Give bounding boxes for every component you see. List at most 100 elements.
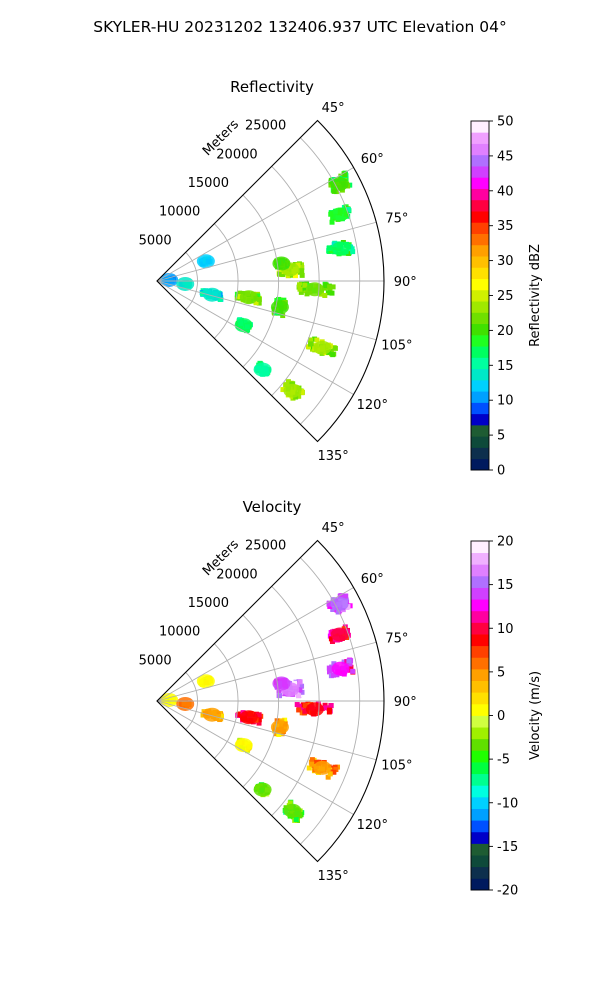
echo-gate: [329, 638, 335, 644]
azimuth-tick-label: 90°: [394, 695, 417, 710]
azimuth-tick-label: 45°: [322, 101, 345, 116]
azimuth-spoke: [156, 700, 354, 815]
echo-core: [196, 674, 215, 689]
colorbar-segment: [471, 312, 489, 325]
radial-tick-label: 5000: [139, 233, 172, 248]
echo-gate: [256, 720, 262, 726]
colorbar-tick-label: 45: [497, 149, 514, 164]
echo-cell: [272, 256, 291, 271]
colorbar-tick-label: 0: [497, 464, 505, 479]
echo-core: [283, 383, 302, 398]
sector-outline: [156, 119, 385, 443]
echo-gate: [280, 387, 286, 393]
echo-gate: [328, 703, 334, 709]
echo-core: [330, 627, 349, 642]
echo-core: [330, 596, 349, 611]
echo-cell: [282, 799, 305, 823]
echo-gate: [256, 300, 262, 306]
echo-gate: [331, 661, 337, 667]
colorbar-segment: [471, 587, 489, 600]
echo-gate: [253, 300, 259, 306]
echo-cell: [272, 676, 291, 691]
echo-cell: [176, 696, 195, 711]
echo-gate: [326, 665, 332, 671]
colorbar-tick-label: 5: [497, 429, 505, 444]
echo-gate: [323, 283, 329, 289]
echo-gate: [322, 292, 328, 298]
echo-gate: [297, 813, 303, 819]
echo-gate: [299, 268, 305, 274]
echo-cell: [200, 707, 224, 723]
colorbar-tick-label: 35: [497, 219, 514, 234]
colorbar-segment: [471, 634, 489, 647]
colorbar-segment: [471, 334, 489, 347]
echo-cell: [235, 710, 264, 726]
echo-core: [313, 340, 332, 355]
echo-gate: [322, 702, 328, 708]
reflectivity-colorbar: 0 5 10 15 20 25 30 35 40 45 50 Reflectivity dBZ: [470, 115, 543, 479]
echo-gate: [328, 248, 334, 254]
echo-gate: [296, 707, 302, 713]
echo-cell: [305, 336, 338, 358]
echo-gate: [329, 219, 335, 225]
echo-gate: [256, 712, 262, 718]
echo-cell: [328, 204, 352, 225]
colorbar-segment: [471, 323, 489, 336]
echo-gate: [327, 284, 333, 290]
colorbar-segment: [471, 436, 489, 448]
radial-tick-label: 15000: [188, 596, 229, 611]
colorbar-segment: [471, 657, 489, 670]
echo-gate: [299, 683, 305, 689]
colorbar-tick-label: 40: [497, 184, 514, 199]
figure-title: SKYLER-HU 20231202 132406.937 UTC Elevat…: [93, 18, 507, 36]
echo-gate: [333, 766, 339, 772]
echo-gate: [199, 291, 205, 297]
colorbar-segment: [471, 447, 489, 460]
azimuth-spoke: [156, 167, 354, 282]
colorbar-segment: [471, 222, 489, 234]
colorbar-label: Reflectivity dBZ: [528, 244, 543, 347]
echo-gate: [218, 294, 224, 300]
echo-core: [234, 318, 253, 333]
echo-core: [330, 207, 349, 222]
echo-gate: [331, 769, 337, 775]
colorbar-segment: [471, 808, 489, 821]
colorbar-segment: [471, 564, 489, 577]
colorbar-tick-label: 5: [497, 665, 505, 680]
velocity-colorbar: -20 -15 -10 -5 0 5 10 15 20 Velocity (m/s): [470, 535, 543, 899]
colorbar-segment: [471, 402, 489, 415]
echo-gate: [282, 717, 288, 723]
echo-gate: [325, 290, 331, 296]
colorbar-segment: [471, 575, 489, 588]
reflectivity-title: Reflectivity: [230, 78, 314, 96]
colorbar-segment: [471, 738, 489, 751]
echo-gate: [328, 211, 334, 217]
colorbar-segment: [471, 166, 489, 178]
colorbar-segment: [471, 773, 489, 786]
echo-gate: [335, 609, 341, 615]
echo-gate: [338, 593, 344, 599]
colorbar-segment: [471, 154, 489, 167]
echo-cell: [196, 254, 215, 269]
echo-gate: [345, 207, 351, 213]
echo-gate: [327, 633, 333, 639]
colorbar-segment: [471, 668, 489, 681]
colorbar-tick-label: 25: [497, 289, 514, 304]
colorbar-segment: [471, 132, 489, 144]
colorbar-segment: [471, 177, 489, 189]
echo-gate: [293, 816, 299, 822]
colorbar-segment: [471, 379, 489, 392]
echo-core: [305, 282, 324, 297]
echo-gate: [306, 765, 312, 771]
reflectivity-sector: 45° 60° 75° 90° 105° 120° 135° 5000 10000 15000 20…: [139, 101, 417, 464]
echo-cell: [234, 290, 262, 306]
azimuth-tick-label: 105°: [381, 339, 412, 354]
echo-cell: [253, 782, 272, 798]
colorbar-segment: [471, 368, 489, 381]
colorbar-segment: [471, 750, 489, 763]
echo-gate: [287, 800, 293, 806]
echo-gate: [326, 245, 332, 251]
echo-gate: [314, 337, 320, 343]
azimuth-tick-label: 75°: [385, 211, 408, 226]
colorbar-tick-label: 20: [497, 535, 514, 550]
